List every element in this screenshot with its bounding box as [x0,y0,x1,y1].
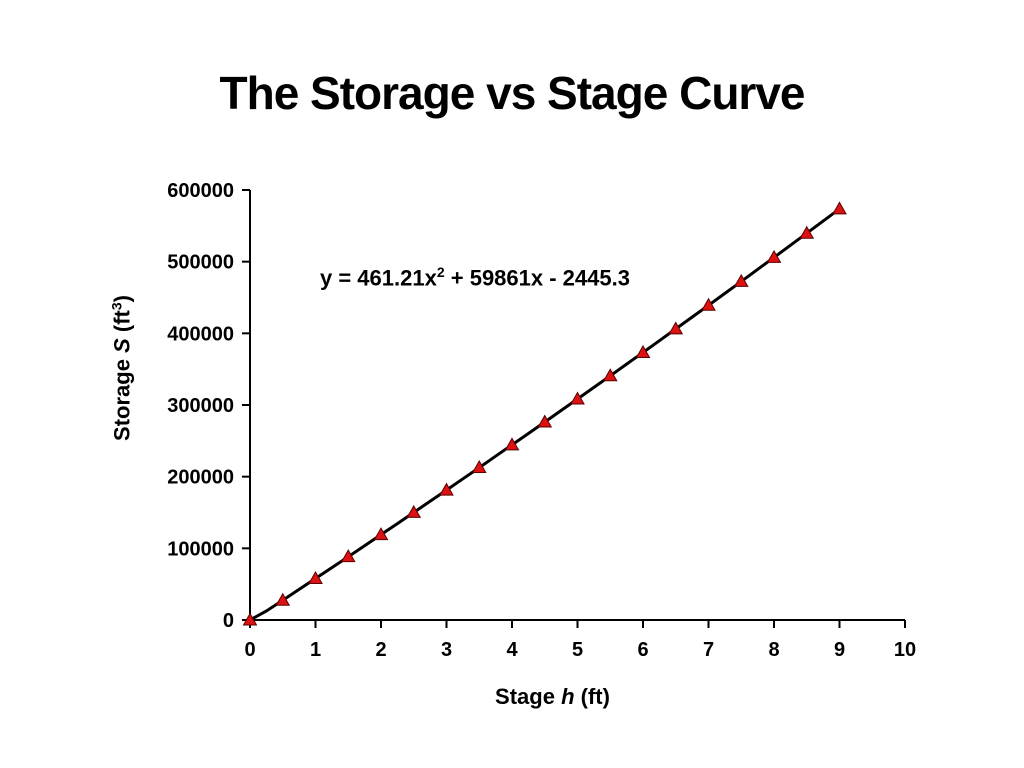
y-tick-label: 200000 [167,467,234,489]
x-axis-title: Stage h (ft) [250,684,855,710]
y-tick-label: 0 [223,610,234,632]
data-point-marker [635,344,651,358]
x-axis-title-variable: h [561,684,575,709]
data-point-marker [439,482,454,496]
x-tick-label: 5 [572,639,583,661]
y-axis-title-exponent: 3 [108,302,125,311]
data-point-marker [340,549,356,563]
equation-base: y = 461.21x [320,265,437,291]
x-tick-label: 0 [244,639,255,661]
x-tick-label: 6 [637,639,648,661]
data-point-marker [275,592,291,606]
data-point-marker [242,612,258,626]
data-point-marker [799,225,815,239]
y-tick-label: 500000 [167,252,234,274]
x-tick-label: 1 [310,639,321,661]
data-point-marker [471,460,487,474]
x-axis-title-suffix: (ft) [574,684,610,709]
x-tick-label: 3 [441,639,452,661]
y-tick-label: 300000 [167,395,234,417]
y-axis-title: Storage S (ft3) [108,295,135,441]
data-point-marker [504,437,520,451]
y-tick-label: 100000 [167,538,234,560]
y-axis-title-unit-close: ) [109,295,135,303]
y-tick-label: 400000 [167,323,234,345]
x-tick-label: 8 [768,639,779,661]
y-axis-title-variable: S [109,338,135,353]
data-point-marker [406,504,422,518]
data-point-marker [373,527,389,541]
data-point-marker [832,201,847,215]
equation-exponent: 2 [436,264,445,280]
x-tick-label: 9 [834,639,845,661]
data-point-marker [308,571,323,585]
y-axis-title-unit: (ft [109,310,135,339]
x-tick-label: 7 [703,639,714,661]
equation-rest: + 59861x - 2445.3 [444,265,630,291]
x-tick-label: 10 [894,639,916,661]
x-axis-title-prefix: Stage [495,684,562,709]
trendline-equation: y = 461.21x2 + 59861x - 2445.3 [320,264,630,291]
y-tick-label: 600000 [167,180,234,202]
data-point-marker [570,391,585,405]
data-point-marker [701,297,716,311]
data-point-marker [602,368,618,382]
x-tick-label: 4 [506,639,518,661]
y-axis-title-prefix: Storage [109,352,135,441]
slide-title: The Storage vs Stage Curve [219,67,806,119]
data-point-marker [668,321,684,335]
data-point-marker [766,249,782,263]
data-point-marker [733,273,749,287]
x-tick-label: 2 [375,639,386,661]
data-point-marker [537,414,553,428]
